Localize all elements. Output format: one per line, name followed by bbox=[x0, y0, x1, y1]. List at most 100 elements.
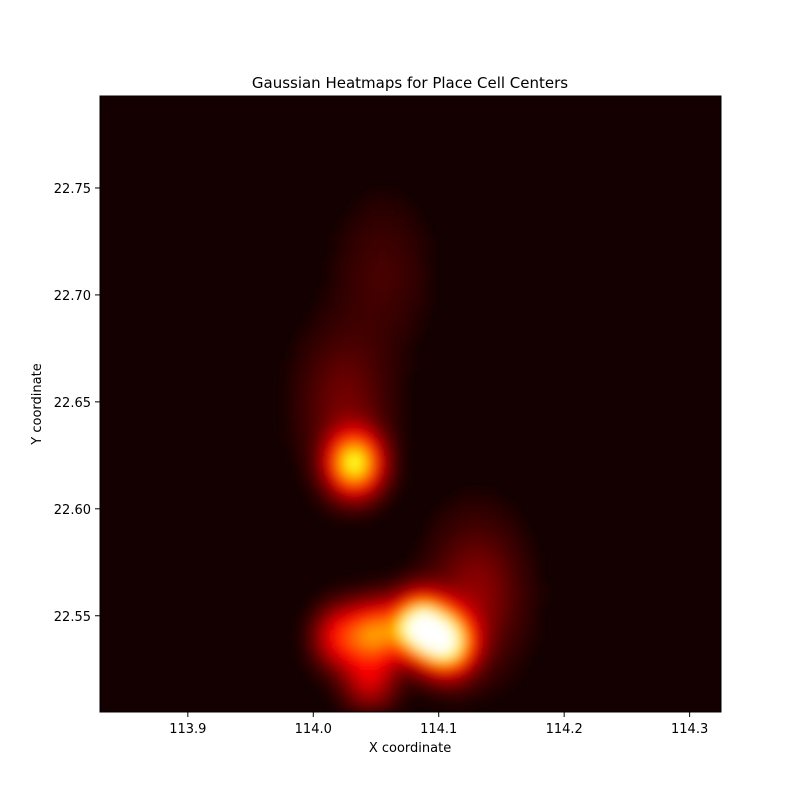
heatmap-cell bbox=[376, 288, 383, 295]
heatmap-cell bbox=[430, 684, 437, 691]
heatmap-cell bbox=[304, 666, 311, 673]
heatmap-cell bbox=[340, 336, 347, 343]
heatmap-cell bbox=[376, 678, 383, 685]
heatmap-cell bbox=[400, 264, 407, 271]
heatmap-cell bbox=[406, 564, 413, 571]
heatmap-cell bbox=[346, 294, 353, 301]
heatmap-cell bbox=[340, 276, 347, 283]
heatmap-cell bbox=[310, 612, 317, 619]
heatmap-cell bbox=[382, 600, 389, 607]
heatmap-cell bbox=[448, 672, 455, 679]
heatmap-cell bbox=[328, 384, 335, 391]
heatmap-cell bbox=[328, 318, 335, 325]
heatmap-cell bbox=[502, 594, 509, 601]
heatmap-cell bbox=[334, 678, 341, 685]
heatmap-cell bbox=[370, 588, 377, 595]
heatmap-cell bbox=[382, 606, 389, 613]
heatmap-cell bbox=[376, 342, 383, 349]
heatmap-cell bbox=[442, 504, 449, 511]
heatmap-cell bbox=[448, 630, 455, 637]
heatmap-cell bbox=[322, 498, 329, 505]
heatmap-cell bbox=[316, 630, 323, 637]
heatmap-cell bbox=[286, 360, 293, 367]
heatmap-cell bbox=[316, 432, 323, 439]
heatmap-cell bbox=[400, 408, 407, 415]
heatmap-cell bbox=[394, 222, 401, 229]
heatmap-cell bbox=[370, 336, 377, 343]
heatmap-cell bbox=[346, 240, 353, 247]
heatmap-cell bbox=[358, 444, 365, 451]
heatmap-cell bbox=[340, 582, 347, 589]
heatmap-cell bbox=[466, 558, 473, 565]
heatmap-cell bbox=[304, 654, 311, 661]
heatmap-cell bbox=[502, 522, 509, 529]
heatmap-cell bbox=[340, 222, 347, 229]
heatmap-cell bbox=[436, 630, 443, 637]
heatmap-cell bbox=[436, 636, 443, 643]
heatmap-cell bbox=[322, 504, 329, 511]
heatmap-cell bbox=[478, 558, 485, 565]
heatmap-cell bbox=[388, 642, 395, 649]
heatmap-cell bbox=[376, 672, 383, 679]
heatmap-cell bbox=[424, 630, 431, 637]
heatmap-cell bbox=[514, 594, 521, 601]
heatmap-cell bbox=[460, 540, 467, 547]
heatmap-cell bbox=[496, 642, 503, 649]
heatmap-cell bbox=[484, 636, 491, 643]
heatmap-cell bbox=[334, 690, 341, 697]
heatmap-cell bbox=[298, 426, 305, 433]
heatmap-cell bbox=[364, 288, 371, 295]
heatmap-cell bbox=[340, 702, 347, 709]
heatmap-cell bbox=[502, 552, 509, 559]
heatmap-cell bbox=[334, 354, 341, 361]
heatmap-cell bbox=[412, 576, 419, 583]
heatmap-cell bbox=[340, 444, 347, 451]
heatmap-layer bbox=[286, 192, 545, 712]
heatmap-cell bbox=[394, 606, 401, 613]
heatmap-cell bbox=[400, 378, 407, 385]
heatmap-cell bbox=[418, 570, 425, 577]
heatmap-cell bbox=[490, 672, 497, 679]
heatmap-cell bbox=[334, 642, 341, 649]
heatmap-cell bbox=[334, 474, 341, 481]
heatmap-cell bbox=[304, 450, 311, 457]
heatmap-cell bbox=[298, 450, 305, 457]
heatmap-cell bbox=[400, 330, 407, 337]
heatmap-cell bbox=[394, 690, 401, 697]
heatmap-cell bbox=[328, 450, 335, 457]
heatmap-cell bbox=[448, 624, 455, 631]
heatmap-cell bbox=[382, 234, 389, 241]
heatmap-cell bbox=[418, 246, 425, 253]
heatmap-cell bbox=[400, 246, 407, 253]
heatmap-cell bbox=[340, 300, 347, 307]
heatmap-cell bbox=[340, 606, 347, 613]
heatmap-cell bbox=[514, 534, 521, 541]
heatmap-cell bbox=[322, 612, 329, 619]
heatmap-cell bbox=[304, 390, 311, 397]
heatmap-cell bbox=[394, 396, 401, 403]
heatmap-cell bbox=[376, 216, 383, 223]
heatmap-cell bbox=[352, 480, 359, 487]
heatmap-cell bbox=[400, 582, 407, 589]
heatmap-cell bbox=[436, 648, 443, 655]
heatmap-cell bbox=[346, 372, 353, 379]
heatmap-cell bbox=[436, 558, 443, 565]
heatmap-cell bbox=[478, 540, 485, 547]
heatmap-cell bbox=[328, 696, 335, 703]
heatmap-cell bbox=[388, 318, 395, 325]
heatmap-cell bbox=[394, 264, 401, 271]
heatmap-cell bbox=[376, 192, 383, 199]
heatmap-cell bbox=[388, 456, 395, 463]
heatmap-cell bbox=[376, 330, 383, 337]
heatmap-cell bbox=[424, 552, 431, 559]
heatmap-cell bbox=[466, 576, 473, 583]
heatmap-cell bbox=[424, 666, 431, 673]
heatmap-cell bbox=[322, 666, 329, 673]
heatmap-cell bbox=[388, 246, 395, 253]
heatmap-cell bbox=[448, 594, 455, 601]
heatmap-cell bbox=[400, 456, 407, 463]
heatmap-cell bbox=[340, 588, 347, 595]
heatmap-cell bbox=[472, 624, 479, 631]
heatmap-cell bbox=[352, 372, 359, 379]
heatmap-cell bbox=[490, 546, 497, 553]
